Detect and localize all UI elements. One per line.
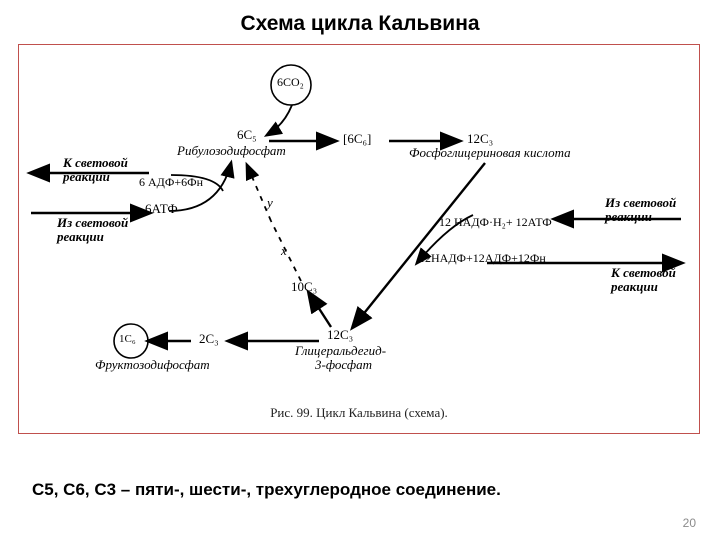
page-title: Схема цикла Кальвина xyxy=(0,12,720,36)
label-6c5: 6C₅ xyxy=(237,127,257,143)
label-iz-svet-right2: реакции xyxy=(605,209,652,225)
label-nadp-out: 12НАДФ+12АДФ+12Фн xyxy=(419,251,546,266)
label-nadp-in: 12 НАДФ·H₂+ 12АТФ xyxy=(439,215,552,230)
label-6c6: [6C₆] xyxy=(343,131,371,147)
label-fructose: Фруктозодифосфат xyxy=(95,357,210,373)
page-number: 20 xyxy=(683,516,696,530)
label-y: y xyxy=(267,195,273,211)
label-k-svet-left2: реакции xyxy=(63,169,110,185)
label-ribulose: Рибулозодифосфат xyxy=(177,143,286,159)
label-6co2: 6CO₂ xyxy=(277,75,304,90)
diagram-svg xyxy=(19,45,699,433)
label-x: x xyxy=(281,243,287,259)
label-2c3: 2C₃ xyxy=(199,331,219,347)
label-10c3: 10C₃ xyxy=(291,279,317,295)
label-12c3-bot: 12C₃ xyxy=(327,327,353,343)
figure-caption: Рис. 99. Цикл Кальвина (схема). xyxy=(19,405,699,421)
label-1c6: 1C₆ xyxy=(119,333,136,345)
label-pgk: Фосфоглицериновая кислота xyxy=(409,145,571,161)
label-iz-svet-left2: реакции xyxy=(57,229,104,245)
diagram-frame: 6CO₂ 6C₅ Рибулозодифосфат [6C₆] 12C₃ Фос… xyxy=(18,44,700,434)
label-adp-fp: 6 АДФ+6Фн xyxy=(139,175,203,190)
footnote: С5, С6, С3 – пяти-, шести-, трехуглеродн… xyxy=(32,480,501,500)
label-k-svet-right2: реакции xyxy=(611,279,658,295)
label-6atp: 6АТФ xyxy=(145,201,178,217)
label-gald2: 3-фосфат xyxy=(315,357,372,373)
